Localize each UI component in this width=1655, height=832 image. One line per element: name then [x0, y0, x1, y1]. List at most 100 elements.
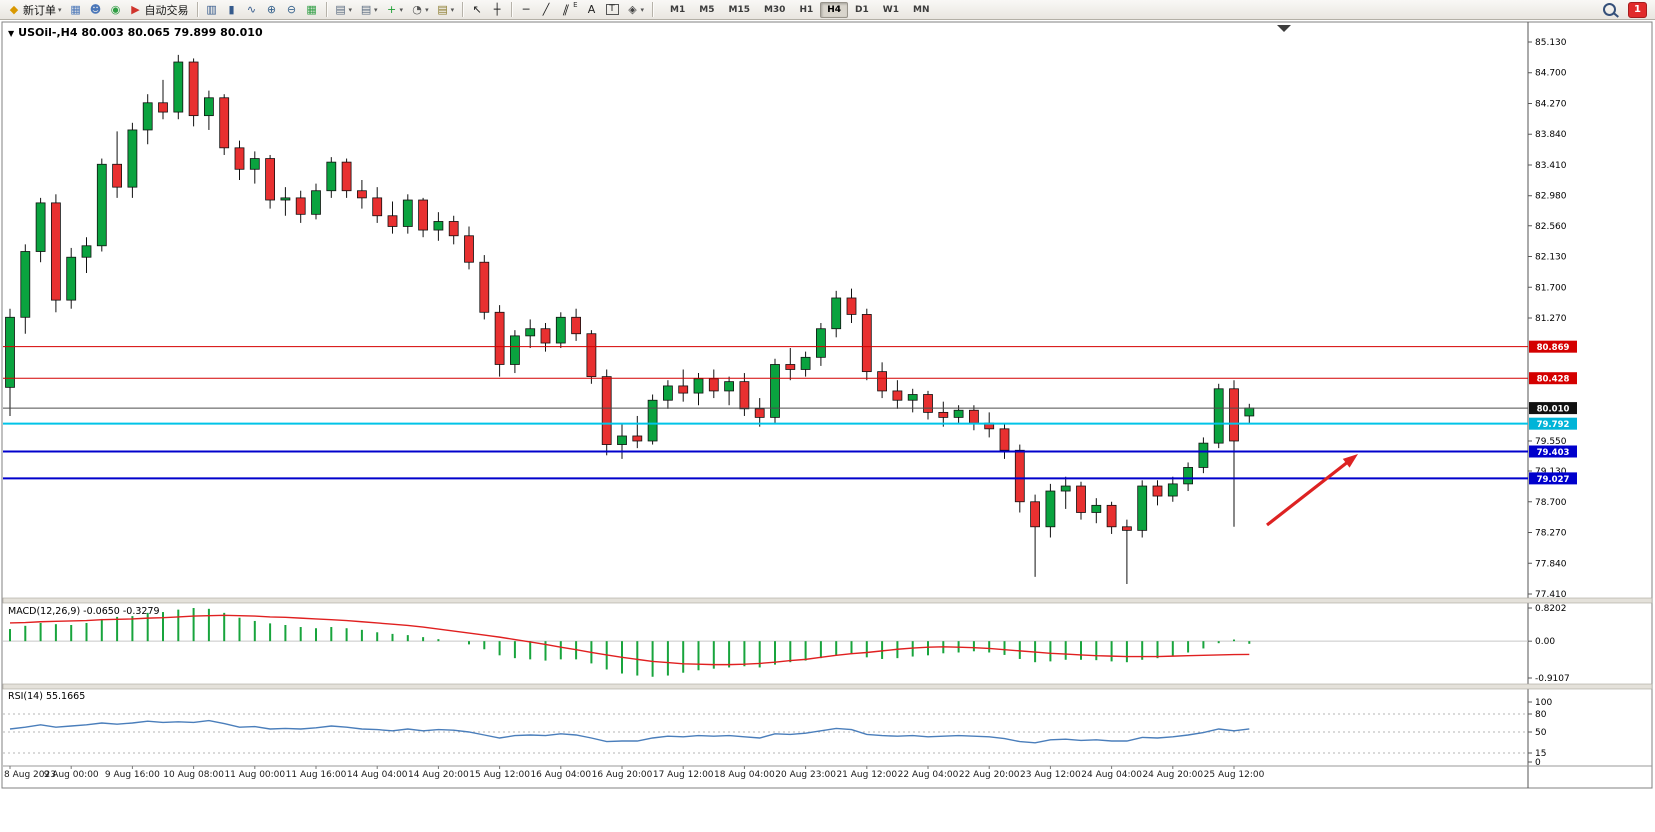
chart-collapse-icon[interactable]: ▼	[8, 29, 15, 38]
objects-list-button[interactable]: ▤ ▾	[356, 0, 382, 19]
price-tick-label: 78.700	[1535, 498, 1567, 508]
timeframe-M30[interactable]: M30	[763, 4, 786, 15]
timeframe-M1[interactable]: M1	[670, 4, 686, 15]
crosshair-button[interactable]: ┼	[487, 0, 507, 19]
add-indicator-button[interactable]: + ▾	[382, 0, 408, 19]
candle	[877, 362, 887, 399]
template-icon: ▤	[437, 3, 448, 16]
candle	[188, 58, 199, 127]
candle	[66, 247, 77, 309]
channel-button[interactable]: ∥ E	[556, 0, 581, 19]
candle	[785, 348, 796, 381]
rsi-scale-label: 15	[1535, 749, 1546, 759]
candle	[249, 151, 260, 184]
rsi-scale-label: 0	[1535, 758, 1541, 768]
price-tick-label: 79.550	[1535, 437, 1567, 447]
candle	[708, 369, 719, 399]
tile-windows-button[interactable]: ▦	[302, 0, 322, 19]
candle	[617, 423, 627, 459]
timeframe-MN[interactable]: MN	[912, 4, 930, 15]
shapes-button[interactable]: ◈ ▾	[623, 0, 649, 19]
rsi-scale-label: 80	[1535, 710, 1547, 720]
navigator-button[interactable]: ◉	[106, 0, 126, 19]
template-button[interactable]: ▤ ▾	[433, 0, 459, 19]
panel-splitter[interactable]	[2, 683, 1653, 690]
macd-signal-line	[9, 614, 1250, 666]
candle	[464, 226, 474, 270]
candle	[571, 308, 581, 341]
charts-window-button[interactable]: ▦	[66, 0, 86, 19]
chart-line-button[interactable]: ∿	[242, 0, 262, 19]
timeframe-H1[interactable]: H1	[799, 4, 814, 15]
tile-windows-icon: ▦	[306, 3, 317, 16]
chart-canvas[interactable]: 85.130 84.700 84.270 83.840 83.410 82.980 82.5…	[0, 20, 1655, 832]
time-label: 16 Aug 20:00	[592, 770, 653, 780]
time-label: 24 Aug 20:00	[1142, 770, 1203, 780]
timeframe-D1[interactable]: D1	[855, 4, 869, 15]
candle	[1213, 383, 1224, 449]
auto-trading-icon: ▶	[131, 3, 140, 16]
trendline-button[interactable]: ╱	[536, 0, 556, 19]
chart-candles-button[interactable]: ▮	[222, 0, 242, 19]
shift-marker-icon[interactable]	[1277, 25, 1291, 32]
label-button[interactable]: T	[602, 0, 623, 19]
price-line-79.403[interactable]: 79.403	[3, 445, 1577, 458]
chart-bars-button[interactable]: ▥	[202, 0, 222, 19]
notification-badge[interactable]: 1	[1628, 1, 1647, 18]
hline-button[interactable]: ─	[516, 0, 536, 19]
candle	[816, 323, 826, 366]
toolbar-separator	[462, 2, 464, 17]
timeframe-M5[interactable]: M5	[699, 4, 715, 15]
new-order-button[interactable]: ◆ 新订单 ▾	[4, 0, 66, 19]
zoom-in-button[interactable]: ⊕	[262, 0, 282, 19]
toolbar-separator	[511, 2, 513, 17]
cursor-button[interactable]: ↖	[467, 0, 487, 19]
time-label: 20 Aug 23:00	[775, 770, 836, 780]
price-tick-label: 81.270	[1535, 314, 1567, 324]
indicators-list-button[interactable]: ▤ ▾	[331, 0, 357, 19]
toolbar-separator	[196, 2, 198, 17]
candle	[234, 140, 245, 180]
market-watch-button[interactable]: ☻	[86, 0, 106, 19]
candle	[663, 380, 673, 409]
auto-trading-button[interactable]: ▶ 自动交易	[126, 0, 193, 19]
period-button[interactable]: ◔ ▾	[407, 0, 433, 19]
candle	[586, 330, 597, 384]
zoom-out-button[interactable]: ⊖	[282, 0, 302, 19]
price-line-label: 79.403	[1537, 448, 1570, 458]
price-line-80.869[interactable]: 80.869	[3, 340, 1577, 354]
price-line-79.027[interactable]: 79.027	[3, 472, 1577, 485]
time-label: 22 Aug 04:00	[898, 770, 959, 780]
price-line-label: 80.010	[1537, 405, 1570, 415]
candle	[678, 369, 689, 402]
candle	[1045, 483, 1056, 538]
candle	[724, 376, 734, 406]
price-line-79.792[interactable]: 79.792	[3, 417, 1577, 431]
candle	[831, 290, 842, 338]
candle	[969, 405, 979, 431]
search-button[interactable]	[1599, 0, 1620, 19]
price-line-80.010[interactable]: 80.010	[3, 402, 1577, 415]
trendline-icon: ╱	[542, 3, 550, 16]
candle	[112, 131, 122, 198]
timeframe-H4[interactable]: H4	[820, 1, 849, 18]
trend-arrow[interactable]	[1266, 454, 1358, 527]
timeframe-M15[interactable]: M15	[728, 4, 750, 15]
candle	[846, 288, 857, 324]
candle	[356, 180, 367, 209]
text-button[interactable]: A	[582, 0, 602, 19]
objects-list-icon: ▤	[360, 3, 372, 16]
dropdown-arrow-icon: ▾	[399, 5, 404, 14]
timeframe-W1[interactable]: W1	[882, 4, 899, 15]
candle	[479, 255, 490, 320]
price-line-label: 79.792	[1537, 420, 1570, 430]
price-line-80.428[interactable]: 80.428	[3, 372, 1577, 385]
panel-splitter[interactable]	[2, 597, 1653, 604]
price-tick-label: 82.560	[1535, 222, 1567, 232]
candle	[1152, 480, 1163, 506]
rsi-scale-label: 100	[1535, 698, 1552, 708]
price-line-label: 79.027	[1537, 475, 1570, 485]
rsi-line	[9, 719, 1250, 744]
candle	[295, 190, 306, 223]
macd-scale-label: 0.00	[1535, 637, 1555, 647]
